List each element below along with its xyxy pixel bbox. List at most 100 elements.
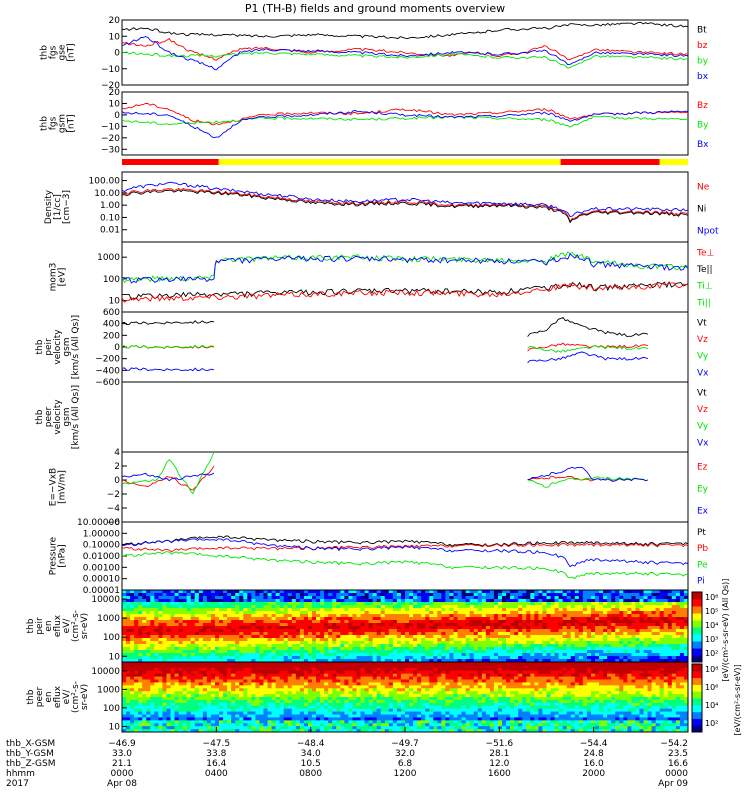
heatmap-cell: [461, 620, 467, 624]
heatmap-cell: [550, 638, 556, 642]
heatmap-cell: [303, 626, 309, 630]
heatmap-cell: [332, 617, 337, 621]
heatmap-cell: [372, 608, 378, 612]
heatmap-cell: [461, 659, 467, 663]
heatmap-cell: [134, 664, 139, 669]
heatmap-cell: [465, 647, 471, 651]
heatmap-cell: [138, 720, 143, 724]
heatmap-cell: [194, 720, 200, 724]
heatmap-cell: [263, 699, 269, 704]
heatmap-cell: [659, 608, 665, 612]
heatmap-cell: [122, 699, 127, 704]
heatmap-cell: [683, 647, 689, 651]
heatmap-cell: [603, 656, 608, 660]
heatmap-cell: [279, 694, 285, 698]
heatmap-cell: [667, 623, 673, 627]
heatmap-cell: [465, 599, 471, 603]
heatmap-cell: [194, 682, 200, 686]
heatmap-cell: [142, 670, 147, 675]
heatmap-cell: [546, 590, 552, 594]
heatmap-cell: [142, 702, 147, 707]
heatmap-cell: [271, 605, 277, 609]
heatmap-cell: [332, 638, 337, 642]
heatmap-cell: [603, 659, 608, 663]
heatmap-cell: [174, 608, 180, 612]
heatmap-cell: [134, 602, 139, 606]
heatmap-cell: [251, 644, 256, 648]
heatmap-cell: [299, 638, 305, 642]
heatmap-cell: [146, 682, 151, 686]
heatmap-cell: [356, 659, 362, 663]
heatmap-cell: [320, 667, 325, 672]
heatmap-cell: [239, 705, 244, 710]
heatmap-cell: [603, 635, 608, 639]
heatmap-cell: [514, 656, 519, 660]
heatmap-cell: [206, 653, 212, 657]
heatmap-cell: [481, 641, 487, 645]
y-axis-label: [mV/m]: [58, 470, 68, 504]
heatmap-cell: [283, 711, 289, 715]
y-axis-label: velocity: [53, 399, 63, 435]
heatmap-cell: [510, 626, 515, 630]
heatmap-cell: [206, 688, 212, 692]
heatmap-cell: [182, 632, 188, 636]
heatmap-cell: [506, 629, 511, 633]
heatmap-cell: [166, 729, 172, 733]
heatmap-cell: [433, 659, 438, 663]
heatmap-cell: [206, 720, 212, 724]
heatmap-cell: [647, 635, 653, 639]
heatmap-cell: [328, 723, 333, 727]
heatmap-cell: [162, 608, 167, 612]
y-tick-label: −30: [101, 145, 120, 155]
heatmap-cell: [534, 599, 539, 603]
heatmap-cell: [210, 632, 216, 636]
heatmap-cell: [263, 688, 269, 692]
heatmap-cell: [190, 647, 196, 651]
heatmap-cell: [473, 626, 479, 630]
heatmap-cell: [643, 605, 649, 609]
heatmap-cell: [170, 702, 176, 707]
heatmap-cell: [130, 611, 135, 615]
heatmap-cell: [481, 632, 487, 636]
heatmap-cell: [150, 729, 155, 733]
heatmap-cell: [348, 676, 353, 680]
heatmap-cell: [574, 650, 580, 654]
heatmap-cell: [162, 614, 167, 618]
heatmap-cell: [627, 650, 632, 654]
heatmap-cell: [647, 593, 653, 597]
heatmap-cell: [178, 623, 184, 627]
heatmap-cell: [473, 644, 479, 648]
heatmap-cell: [372, 647, 378, 651]
heatmap-cell: [122, 697, 127, 701]
heatmap-cell: [320, 717, 325, 721]
heatmap-cell: [445, 650, 450, 654]
heatmap-cell: [182, 623, 188, 627]
heatmap-cell: [332, 679, 337, 683]
heatmap-cell: [400, 623, 406, 627]
heatmap-cell: [534, 626, 539, 630]
heatmap-cell: [154, 726, 159, 730]
heatmap-cell: [538, 626, 543, 630]
heatmap-cell: [210, 596, 216, 600]
heatmap-cell: [324, 679, 329, 683]
heatmap-cell: [214, 629, 220, 633]
heatmap-cell: [611, 632, 616, 636]
heatmap-cell: [166, 614, 172, 618]
heatmap-cell: [243, 664, 248, 669]
heatmap-cell: [445, 626, 450, 630]
heatmap-cell: [239, 699, 244, 704]
heatmap-cell: [542, 647, 547, 651]
heatmap-cell: [429, 629, 434, 633]
heatmap-cell: [263, 723, 269, 727]
heatmap-cell: [122, 620, 127, 624]
heatmap-cell: [619, 638, 624, 642]
heatmap-cell: [421, 647, 426, 651]
heatmap-cell: [235, 697, 240, 701]
heatmap-cell: [538, 608, 543, 612]
heatmap-cell: [639, 617, 645, 621]
heatmap-cell: [332, 664, 337, 669]
heatmap-cell: [307, 679, 313, 683]
heatmap-cell: [190, 688, 196, 692]
heatmap-cell: [388, 611, 394, 615]
heatmap-cell: [356, 691, 362, 695]
